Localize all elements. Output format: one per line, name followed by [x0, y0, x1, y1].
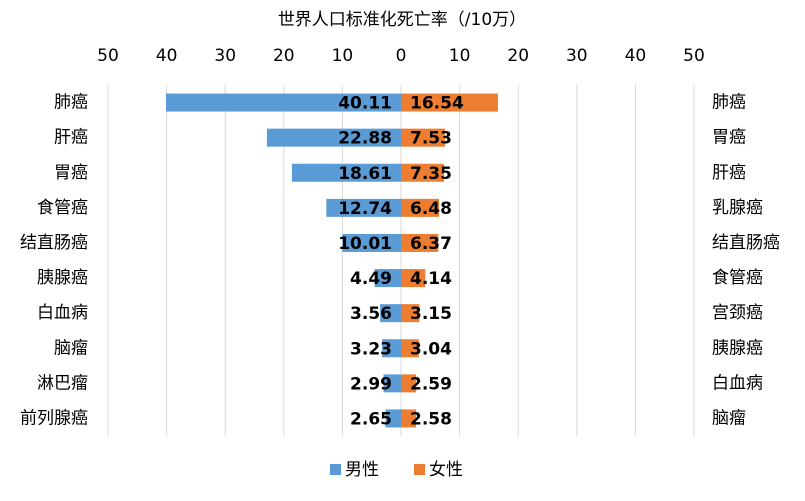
left-category-label: 胃癌 — [54, 163, 88, 183]
x-tick-label: 0 — [396, 46, 407, 66]
bar — [401, 163, 445, 182]
legend-swatch — [330, 464, 341, 475]
bar — [401, 339, 419, 358]
bar — [401, 269, 426, 288]
legend-label: 女性 — [429, 460, 463, 480]
left-category-label: 食管癌 — [37, 198, 88, 218]
legend-swatch — [414, 464, 425, 475]
bar — [401, 233, 439, 252]
left-category-label: 脑瘤 — [54, 338, 88, 358]
left-category-label: 胰腺癌 — [37, 268, 88, 288]
right-category-label: 乳腺癌 — [712, 198, 763, 218]
value-label: 6.37 — [410, 234, 452, 254]
value-label: 3.04 — [410, 339, 452, 359]
bar — [291, 163, 401, 182]
left-category-label: 白血病 — [37, 303, 88, 323]
value-label: 3.15 — [410, 304, 452, 324]
bar — [401, 374, 417, 393]
left-category-label: 肺癌 — [54, 93, 88, 113]
left-category-label: 肝癌 — [54, 128, 88, 148]
x-tick-label: 50 — [97, 46, 119, 66]
left-category-label: 结直肠癌 — [20, 233, 88, 253]
bar — [342, 233, 401, 252]
bar — [401, 198, 439, 217]
value-label: 2.59 — [410, 374, 452, 394]
right-category-label: 食管癌 — [712, 268, 763, 288]
right-category-label: 肺癌 — [712, 93, 746, 113]
left-category-label: 前列腺癌 — [20, 408, 88, 428]
value-label: 22.88 — [338, 129, 392, 149]
legend-label: 男性 — [345, 460, 379, 480]
bar — [382, 339, 401, 358]
bar — [380, 304, 401, 323]
value-label: 2.99 — [350, 374, 392, 394]
x-tick-label: 50 — [683, 46, 705, 66]
right-category-label: 肝癌 — [712, 163, 746, 183]
x-tick-label: 40 — [625, 46, 647, 66]
right-category-label: 宫颈癌 — [712, 303, 763, 323]
value-label: 18.61 — [338, 164, 392, 184]
chart-title: 世界人口标准化死亡率（/10万） — [278, 10, 526, 30]
right-category-label: 白血病 — [712, 373, 763, 393]
value-label: 3.23 — [350, 339, 392, 359]
bar — [374, 269, 401, 288]
x-tick-label: 40 — [156, 46, 178, 66]
value-label: 2.65 — [350, 409, 392, 429]
bar — [266, 128, 401, 147]
bar — [401, 93, 498, 112]
left-category-label: 淋巴瘤 — [37, 373, 88, 393]
value-label: 10.01 — [338, 234, 392, 254]
value-label: 2.58 — [410, 409, 452, 429]
value-label: 4.49 — [350, 269, 392, 289]
x-tick-label: 20 — [273, 46, 295, 66]
bar — [383, 374, 401, 393]
bar — [401, 409, 417, 428]
x-tick-label: 20 — [507, 46, 529, 66]
bar — [401, 304, 420, 323]
x-tick-label: 30 — [566, 46, 588, 66]
bar — [326, 198, 401, 217]
value-label: 40.11 — [338, 94, 392, 114]
right-category-label: 胰腺癌 — [712, 338, 763, 358]
x-tick-label: 10 — [449, 46, 471, 66]
right-category-label: 胃癌 — [712, 128, 746, 148]
value-label: 3.56 — [350, 304, 392, 324]
bar — [165, 93, 401, 112]
x-tick-label: 30 — [214, 46, 236, 66]
value-label: 7.53 — [410, 129, 452, 149]
value-label: 12.74 — [338, 199, 392, 219]
bar — [401, 128, 446, 147]
bar — [385, 409, 401, 428]
x-tick-label: 10 — [332, 46, 354, 66]
right-category-label: 结直肠癌 — [712, 233, 780, 253]
value-label: 4.14 — [410, 269, 452, 289]
value-label: 16.54 — [410, 94, 464, 114]
value-label: 6.48 — [410, 199, 452, 219]
right-category-label: 脑瘤 — [712, 408, 746, 428]
value-label: 7.35 — [410, 164, 452, 184]
